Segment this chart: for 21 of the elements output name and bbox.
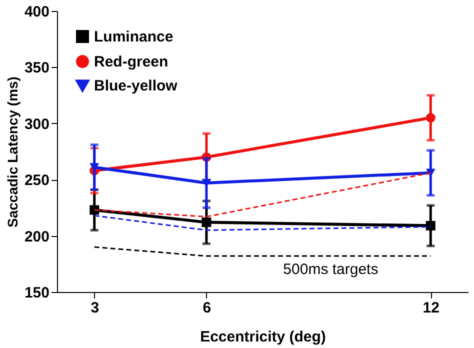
x-tick-label: 3	[90, 300, 100, 316]
point	[90, 205, 100, 215]
point	[426, 168, 436, 177]
y-tick-label: 150	[24, 284, 50, 302]
point	[90, 163, 100, 172]
point	[202, 218, 212, 228]
y-axis-title: Saccadic Latency (ms)	[4, 76, 20, 228]
y-tick-label: 250	[24, 172, 50, 190]
y-tick-label: 200	[24, 228, 50, 246]
point	[426, 113, 436, 123]
point	[426, 220, 436, 230]
annotation: 500ms targets	[283, 261, 378, 278]
legend-label: Blue-yellow	[94, 78, 178, 94]
x-tick-label: 12	[422, 300, 440, 316]
legend-label: Red-green	[94, 54, 168, 70]
y-tick-label: 400	[24, 4, 50, 20]
y-tick-label: 300	[24, 116, 50, 133]
x-axis-title: Eccentricity (deg)	[200, 328, 326, 346]
legend-label: Luminance	[94, 28, 174, 46]
y-tick-label: 350	[24, 60, 50, 77]
x-tick-label: 6	[202, 300, 212, 316]
